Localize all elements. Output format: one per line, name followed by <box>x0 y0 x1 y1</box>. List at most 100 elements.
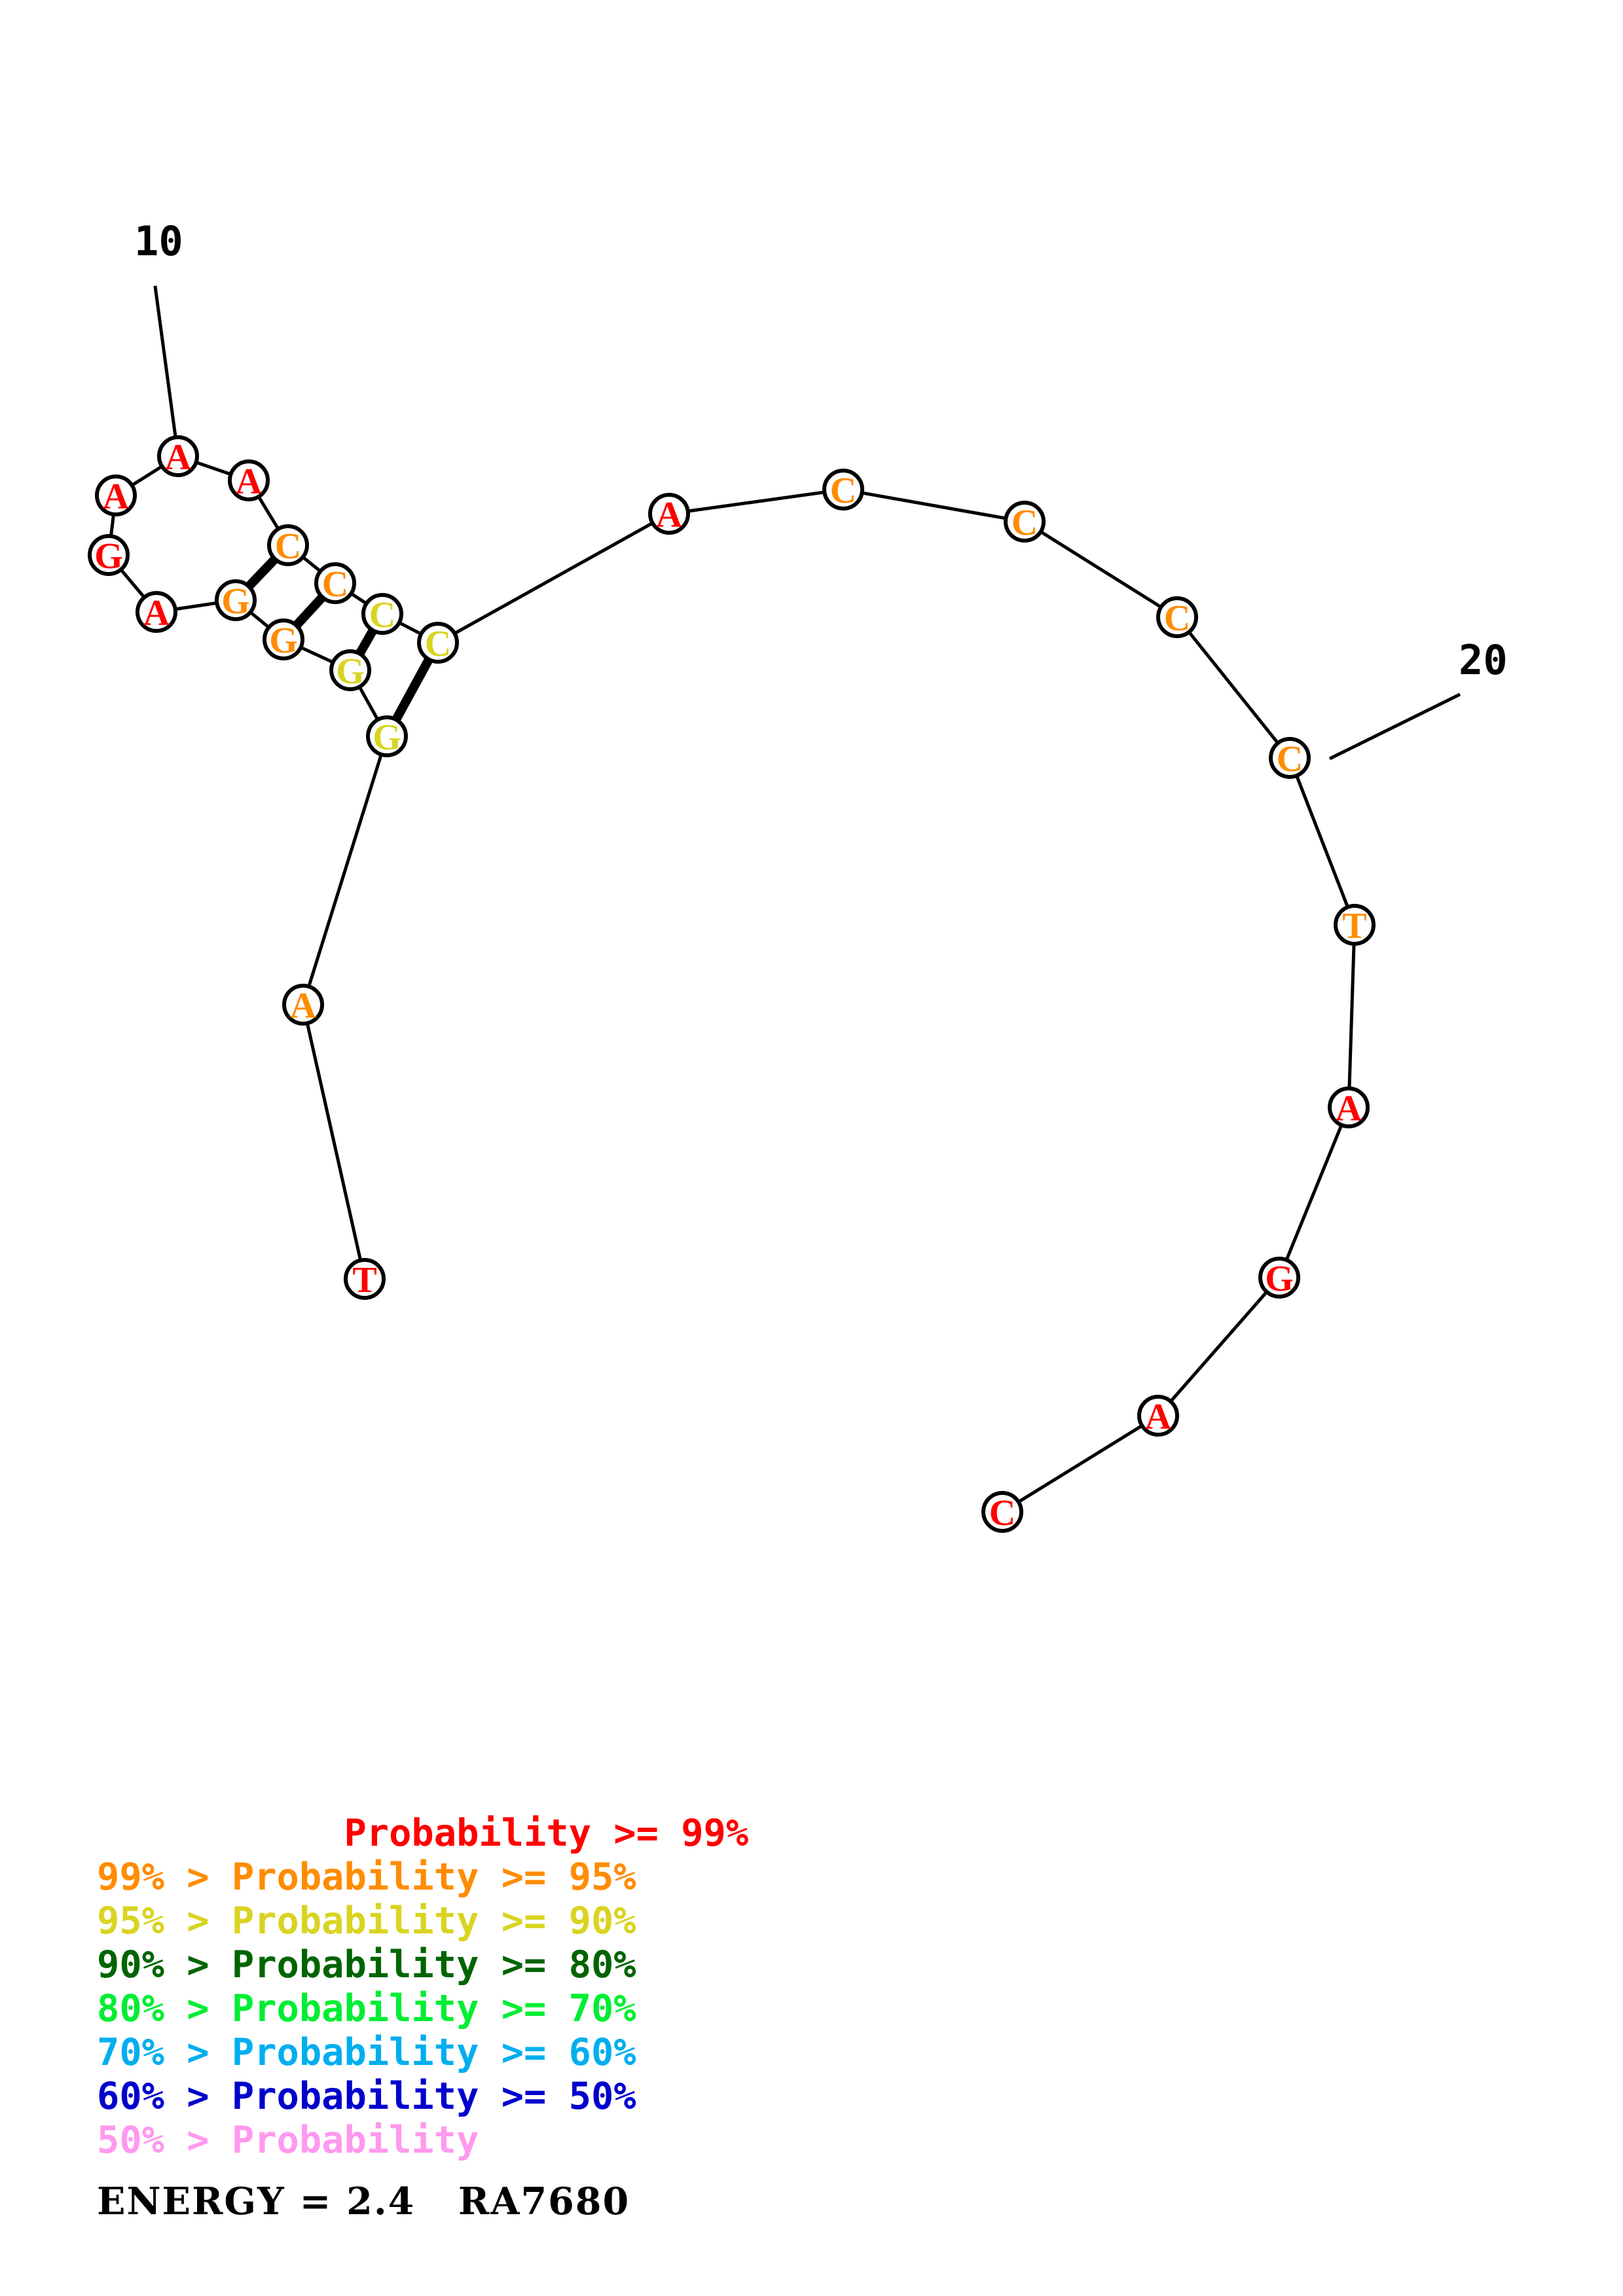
nucleotide-node[interactable]: A <box>1137 1395 1179 1437</box>
nucleotide-node[interactable]: C <box>1004 501 1046 543</box>
backbone-bond <box>686 490 826 513</box>
nucleotide-node[interactable]: A <box>1328 1086 1370 1129</box>
nucleotide-base-letter: T <box>1342 906 1366 946</box>
nucleotide-node[interactable]: A <box>136 591 177 634</box>
nucleotide-base-letter: C <box>275 526 301 567</box>
backbone-bond <box>130 464 164 488</box>
backbone-bond <box>119 567 146 600</box>
nucleotide-base-letter: A <box>236 461 263 502</box>
backbone-bond <box>248 610 271 630</box>
sequence-number-leader-line <box>1328 692 1461 761</box>
nucleotide-circle <box>282 984 324 1026</box>
nucleotide-circle <box>822 469 864 511</box>
nucleotide-node[interactable]: G <box>366 715 408 758</box>
backbone-bond <box>299 645 335 664</box>
backbone-bond <box>109 512 116 538</box>
nucleotide-node[interactable]: T <box>1334 904 1376 946</box>
nucleotide-circle <box>1328 1086 1370 1128</box>
nucleotide-circle <box>95 475 137 516</box>
backbone-bond <box>1169 1290 1269 1403</box>
nucleotide-node[interactable]: C <box>314 562 356 605</box>
backbone-bond-layer <box>109 460 1356 1504</box>
nucleotide-base-letter: A <box>1145 1397 1172 1437</box>
nucleotide-node[interactable]: A <box>282 984 324 1026</box>
nucleotide-base-letter: G <box>221 581 250 622</box>
nucleotide-node[interactable]: C <box>822 469 864 511</box>
nucleotide-base-letter: C <box>322 564 348 605</box>
backbone-bond <box>1347 942 1356 1090</box>
nucleotide-circle <box>1137 1395 1179 1437</box>
nucleotide-circle <box>344 1258 386 1300</box>
nucleotide-circle <box>136 591 177 633</box>
nucleotide-base-letter: C <box>1277 739 1303 780</box>
nucleotide-circle <box>157 435 199 477</box>
nucleotide-base-letter: A <box>656 495 683 535</box>
nucleotide-circle <box>215 579 257 621</box>
nucleotide-node[interactable]: A <box>648 493 690 535</box>
nucleotide-circle <box>366 715 408 757</box>
nucleotide-node[interactable]: T <box>344 1258 386 1300</box>
nucleotide-circle <box>1258 1257 1300 1299</box>
backbone-bond <box>1017 1424 1144 1504</box>
nucleotide-node[interactable]: G <box>215 579 257 622</box>
nucleotide-node[interactable]: C <box>981 1491 1023 1534</box>
nucleotide-node[interactable]: C <box>361 593 403 636</box>
legend-row-6: 70% > Probability >= 60% <box>97 2031 636 2074</box>
base-pair-bond <box>355 626 378 658</box>
base-pair-bond <box>244 554 280 591</box>
nucleotide-base-letter: G <box>269 620 298 661</box>
backbone-bond <box>305 1021 363 1263</box>
nucleotide-node[interactable]: A <box>228 459 270 502</box>
nucleotide-circle <box>263 619 304 660</box>
sequence-number-leader-line <box>153 285 177 438</box>
nucleotide-node[interactable]: G <box>1258 1257 1300 1299</box>
nucleotide-node[interactable]: A <box>157 435 199 478</box>
nucleotide-circle <box>981 1491 1023 1533</box>
legend-row-3: 95% > Probability >= 90% <box>97 1899 636 1943</box>
nucleotide-base-letter: C <box>1164 598 1190 639</box>
sequence-number-label: 20 <box>1459 636 1508 684</box>
nucleotide-circle <box>228 459 270 501</box>
legend-row-5: 80% > Probability >= 70% <box>97 1987 636 2030</box>
nucleotide-base-letter: C <box>989 1493 1015 1534</box>
nucleotide-node[interactable]: C <box>1269 737 1311 780</box>
nucleotide-node[interactable]: G <box>88 534 130 577</box>
nucleotide-base-letter: A <box>103 476 130 517</box>
nucleotide-circle <box>1269 737 1311 779</box>
nucleotide-node[interactable]: C <box>1156 596 1198 639</box>
nucleotide-circle <box>1004 501 1046 543</box>
nucleotide-circle <box>88 534 130 576</box>
base-pair-bond <box>391 656 434 723</box>
nucleotide-base-letter: C <box>1012 503 1038 543</box>
legend-row-2: 99% > Probability >= 95% <box>97 1856 636 1899</box>
sequence-number-label-layer: 10 20 <box>134 217 1508 684</box>
nucleotide-node[interactable]: C <box>267 524 309 567</box>
legend-row-8: 50% > Probability <box>97 2119 479 2162</box>
backbone-bond <box>1294 774 1350 909</box>
nucleotide-node[interactable]: C <box>417 622 459 664</box>
backbone-bond <box>452 521 655 636</box>
backbone-bond <box>1187 630 1280 745</box>
nucleotide-base-letter: G <box>1265 1259 1294 1299</box>
nucleotide-node[interactable]: G <box>263 619 304 661</box>
nucleotide-circle <box>314 562 356 604</box>
base-pair-bond-layer <box>244 554 434 723</box>
nucleotide-base-letter: G <box>336 651 365 692</box>
nucleotide-base-letter: G <box>94 536 123 577</box>
nucleotide-circle <box>1156 596 1198 638</box>
nucleotide-circle <box>417 622 459 664</box>
nucleotide-base-letter: T <box>352 1260 376 1300</box>
nucleotide-node[interactable]: G <box>329 649 371 692</box>
backbone-bond <box>860 491 1008 520</box>
nucleotide-node[interactable]: A <box>95 475 137 517</box>
nucleotide-base-letter: A <box>143 593 170 634</box>
nucleotide-base-letter: C <box>369 595 395 636</box>
nucleotide-circle <box>1334 904 1376 946</box>
nucleotide-base-letter: C <box>830 471 856 511</box>
probability-legend: Probability >= 99% 99% > Probability >= 9… <box>97 1812 1013 2162</box>
nucleotide-base-letter: C <box>425 624 451 664</box>
backbone-bond <box>257 495 280 531</box>
